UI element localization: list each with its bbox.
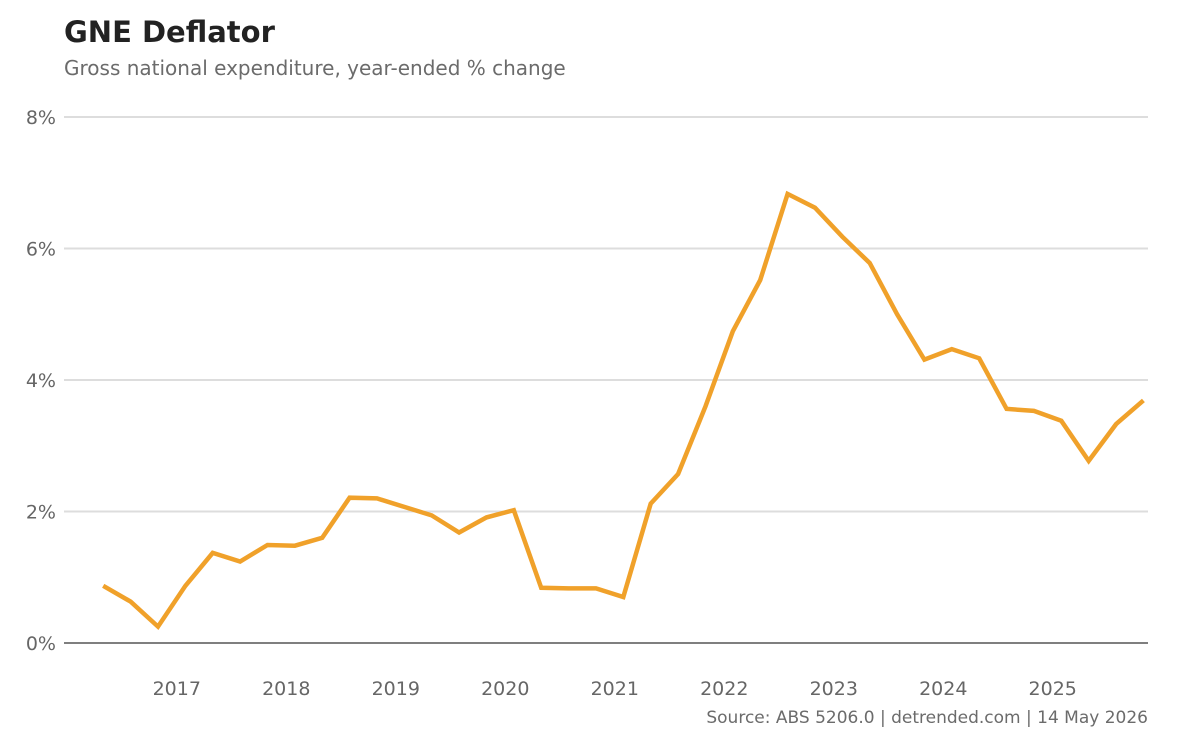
x-tick-label: 2019: [372, 678, 420, 700]
x-tick-label: 2021: [591, 678, 639, 700]
x-tick-label: 2017: [153, 678, 201, 700]
y-tick-label: 2%: [26, 502, 56, 524]
chart-title: GNE Deflator: [64, 15, 275, 49]
x-tick-label: 2023: [810, 678, 858, 700]
y-tick-label: 0%: [26, 633, 56, 655]
source-note: Source: ABS 5206.0 | detrended.com | 14 …: [706, 708, 1148, 728]
y-tick-label: 6%: [26, 239, 56, 261]
gridlines: [64, 116, 1148, 644]
x-axis-tick-labels: 2017 2018 2019 2020 2021 2022 2023 2024 2025: [153, 678, 1077, 700]
series-line: [102, 190, 1145, 631]
y-tick-label: 4%: [26, 370, 56, 392]
x-tick-label: 2020: [481, 678, 529, 700]
series-layer: [102, 190, 1145, 631]
x-tick-label: 2022: [700, 678, 748, 700]
x-tick-label: 2024: [919, 678, 967, 700]
chart-subtitle: Gross national expenditure, year-ended %…: [64, 56, 566, 80]
x-tick-label: 2018: [262, 678, 310, 700]
x-tick-label: 2025: [1029, 678, 1077, 700]
y-axis-tick-labels: 0% 2% 4% 6% 8%: [26, 107, 56, 655]
y-tick-label: 8%: [26, 107, 56, 129]
